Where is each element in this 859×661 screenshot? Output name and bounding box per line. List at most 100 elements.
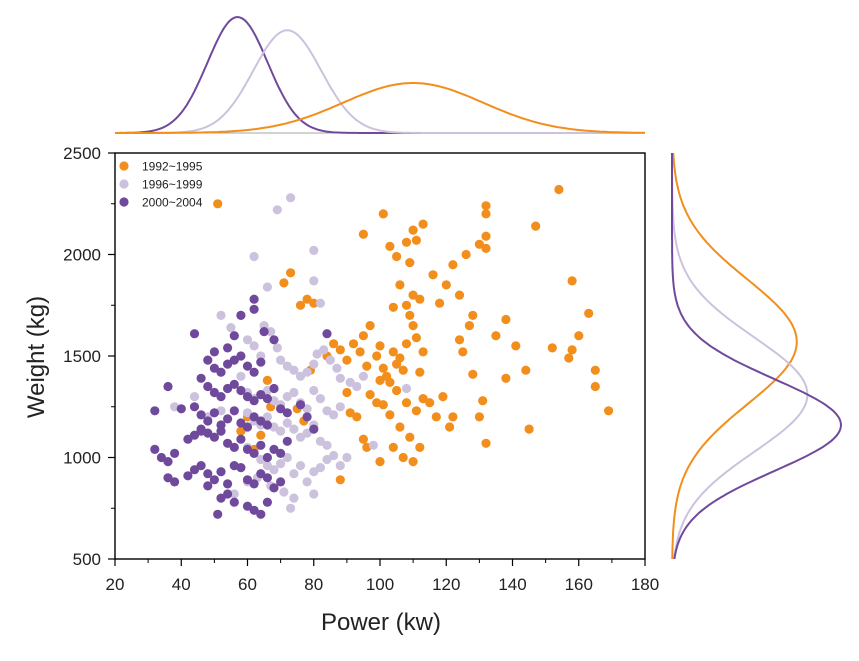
top-density-curve [115,15,645,134]
data-point [358,331,368,341]
data-point [315,298,325,308]
data-point [256,440,266,450]
data-point [342,387,352,398]
data-point [242,335,253,345]
data-point [229,379,239,389]
data-point [262,282,272,292]
data-point [401,339,412,349]
data-point [358,229,368,239]
data-point [249,479,259,489]
x-tick-label: 40 [172,575,191,594]
data-point [388,347,398,357]
data-point [408,225,418,235]
data-point [242,422,253,432]
data-point [385,377,395,387]
data-point [196,426,206,436]
data-point [418,219,428,229]
data-point [242,392,253,402]
right-marginal-density [671,152,843,560]
data-point [567,345,577,355]
data-point [372,351,382,361]
data-point [521,365,531,375]
data-point [501,314,511,325]
data-point [223,343,233,353]
data-point [358,371,368,381]
data-point [236,426,246,436]
data-point [249,251,259,262]
data-point [242,361,253,371]
data-point [411,406,421,416]
data-point [272,205,282,215]
data-point [431,412,441,422]
data-point [289,365,299,375]
x-tick-label: 80 [304,575,323,594]
data-point [474,239,484,249]
data-point [223,489,233,499]
data-point [342,355,352,365]
data-point [368,440,378,450]
data-point [335,402,345,412]
data-point [302,477,312,487]
data-point [189,430,200,440]
data-point [282,436,292,446]
data-point [256,357,266,367]
data-point [365,390,375,400]
data-point [295,400,306,410]
data-point [309,467,319,477]
data-point [269,465,279,475]
data-point [216,310,226,320]
top-density-curve [115,82,645,134]
data-point [574,331,584,341]
data-point [269,483,279,493]
data-point [189,329,200,339]
data-point [448,260,458,270]
x-tick-label: 120 [432,575,460,594]
data-point [401,300,412,310]
y-tick-label: 2500 [63,144,101,163]
data-point [223,383,233,394]
data-point [385,410,395,420]
data-point [411,235,421,245]
data-point [392,385,402,396]
data-point [315,394,325,404]
data-point [468,369,478,379]
data-point [501,373,511,383]
data-point [408,321,418,331]
data-point [481,201,491,211]
data-point [481,243,491,253]
data-point [335,345,345,355]
data-point [302,294,312,304]
data-point [309,298,319,308]
x-tick-label: 160 [565,575,593,594]
data-point [441,280,451,290]
data-point [262,375,272,385]
data-point [236,351,246,361]
data-point [425,398,435,408]
scatter-points [150,184,614,519]
data-point [236,434,246,444]
x-tick-label: 180 [631,575,659,594]
data-point [203,355,213,365]
data-point [481,438,491,448]
data-point [345,408,355,418]
data-point [189,392,200,402]
right-density-curve [671,152,798,559]
data-point [209,408,219,418]
data-point [445,422,455,432]
data-point [209,347,219,357]
data-point [329,339,339,349]
data-point [262,461,272,471]
data-point [269,383,279,394]
data-point [223,438,233,448]
data-point [385,241,395,251]
data-point [401,383,412,394]
data-point [229,406,239,416]
data-point [229,331,239,341]
data-point [438,392,448,402]
data-point [203,381,213,392]
data-point [196,373,206,383]
data-point [329,410,339,420]
data-point [435,298,445,308]
data-point [223,414,233,424]
data-point [388,442,398,452]
